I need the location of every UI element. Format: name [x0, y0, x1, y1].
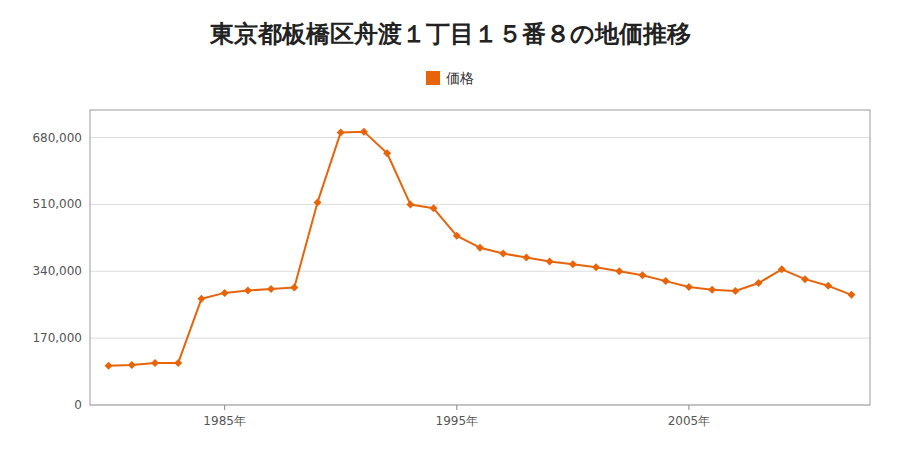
marker	[662, 277, 670, 285]
marker	[801, 275, 809, 283]
x-tick	[456, 405, 457, 410]
marker	[383, 149, 391, 157]
marker	[476, 244, 484, 252]
grid-line	[90, 271, 870, 272]
marker	[290, 283, 298, 291]
marker	[453, 232, 461, 240]
line	[109, 132, 852, 366]
marker	[197, 295, 205, 303]
x-tick-label: 1985年	[203, 414, 246, 428]
marker	[337, 128, 345, 136]
y-tick-label: 510,000	[32, 197, 82, 211]
marker	[430, 204, 438, 212]
y-tick-label: 0	[74, 398, 82, 412]
plot-data	[105, 128, 856, 370]
x-tick	[224, 405, 225, 410]
y-axis: 0 170,000 340,000 510,000 680,000	[32, 131, 870, 412]
marker	[221, 289, 229, 297]
marker	[708, 286, 716, 294]
marker	[174, 359, 182, 367]
y-tick-label: 340,000	[32, 264, 82, 278]
marker	[847, 291, 855, 299]
marker	[731, 287, 739, 295]
marker	[105, 362, 113, 370]
marker	[151, 359, 159, 367]
marker	[314, 198, 322, 206]
marker	[592, 263, 600, 271]
y-tick-label: 680,000	[32, 131, 82, 145]
marker	[499, 250, 507, 258]
marker	[755, 279, 763, 287]
x-tick	[688, 405, 689, 410]
x-tick-label: 2005年	[668, 414, 711, 428]
marker	[569, 260, 577, 268]
title: 東京都板橋区舟渡１丁目１５番８の地価推移	[209, 20, 691, 48]
marker	[685, 283, 693, 291]
marker	[360, 128, 368, 136]
legend-label: 価格	[446, 70, 474, 86]
marker	[824, 282, 832, 290]
marker	[406, 200, 414, 208]
marker	[615, 267, 623, 275]
plot-frame	[90, 110, 870, 405]
grid-line	[90, 338, 870, 339]
marker	[639, 271, 647, 279]
y-tick-label: 170,000	[32, 331, 82, 345]
marker	[522, 254, 530, 262]
marker	[128, 361, 136, 369]
x-axis: 1985年 1995年 2005年	[203, 405, 710, 428]
marker	[267, 285, 275, 293]
legend-swatch	[426, 71, 440, 85]
marker	[546, 257, 554, 265]
chart: 東京都板橋区舟渡１丁目１５番８の地価推移価格 0 170,000 340,000 510…	[0, 0, 900, 450]
legend: 価格	[426, 70, 474, 86]
grid-line	[90, 137, 870, 138]
marker	[244, 287, 252, 295]
marker	[778, 265, 786, 273]
x-tick-label: 1995年	[436, 414, 479, 428]
grid-line	[90, 204, 870, 205]
